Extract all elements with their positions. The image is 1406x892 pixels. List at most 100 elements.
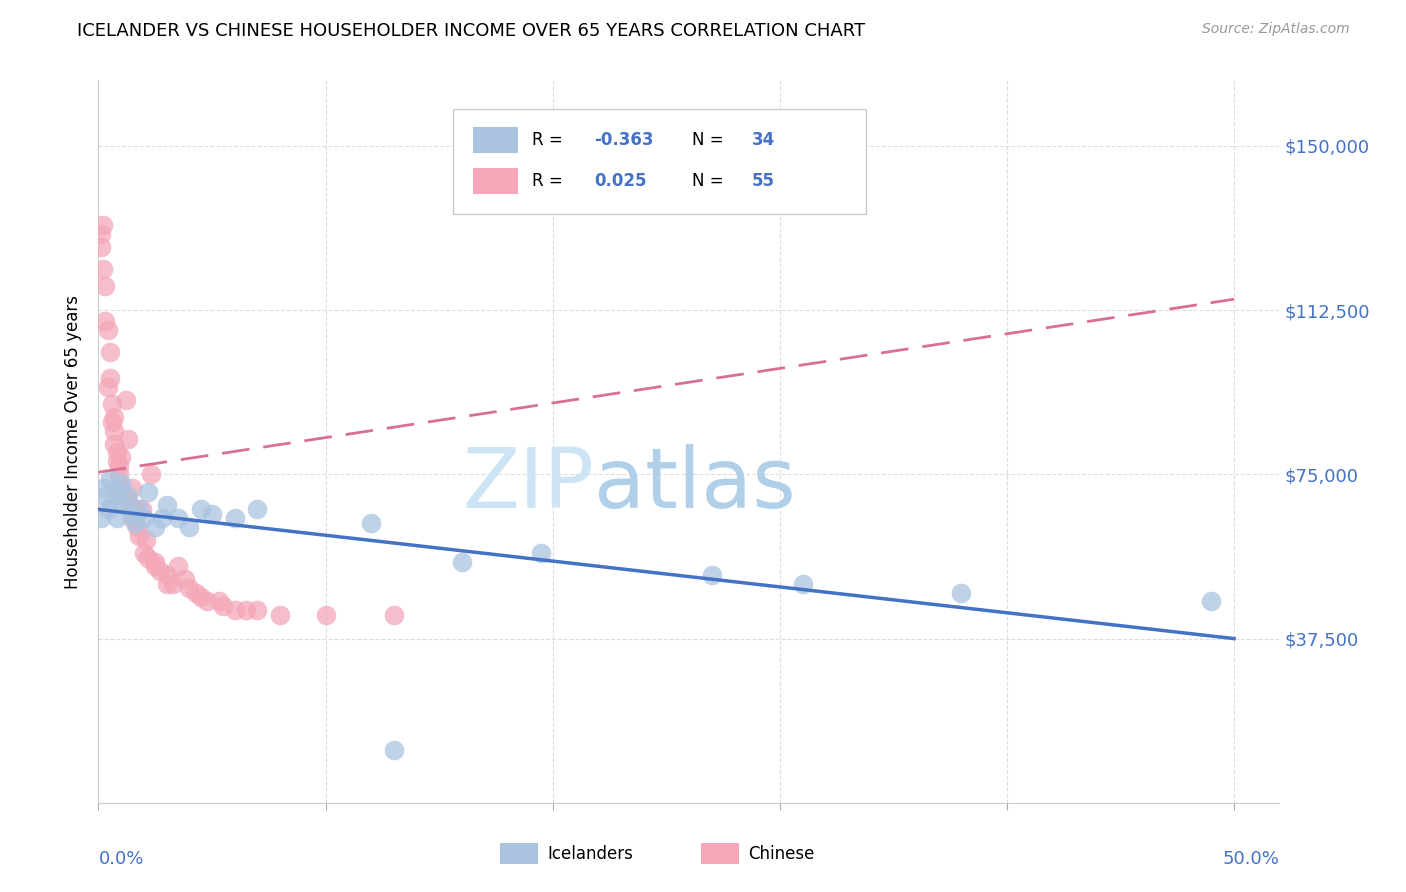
Point xyxy=(208,594,231,608)
Point xyxy=(128,529,150,543)
Point xyxy=(108,458,131,473)
Point xyxy=(224,603,246,617)
Point xyxy=(105,454,128,468)
Point xyxy=(91,218,114,232)
Point xyxy=(117,433,139,447)
Point xyxy=(382,607,405,622)
Text: atlas: atlas xyxy=(595,444,796,525)
Text: 50.0%: 50.0% xyxy=(1223,850,1279,868)
Point xyxy=(155,577,177,591)
Text: N =: N = xyxy=(693,172,730,190)
Point xyxy=(167,511,190,525)
Point xyxy=(197,594,219,608)
Point xyxy=(246,603,269,617)
Text: ZIP: ZIP xyxy=(463,444,595,525)
Point xyxy=(155,568,177,582)
Point xyxy=(132,511,155,525)
Text: 0.0%: 0.0% xyxy=(98,850,143,868)
Text: Icelanders: Icelanders xyxy=(547,845,633,863)
Point xyxy=(135,533,157,547)
Point xyxy=(108,484,131,499)
Point xyxy=(143,520,166,534)
Point xyxy=(450,555,472,569)
Point xyxy=(121,507,143,521)
Text: Source: ZipAtlas.com: Source: ZipAtlas.com xyxy=(1202,22,1350,37)
Point xyxy=(101,397,124,411)
Point xyxy=(150,511,173,525)
Point xyxy=(132,546,155,560)
Point xyxy=(117,489,139,503)
Point xyxy=(108,467,131,482)
Text: R =: R = xyxy=(531,131,568,149)
Point xyxy=(700,568,723,582)
Point xyxy=(90,511,112,525)
Point xyxy=(120,498,142,512)
Point xyxy=(950,585,973,599)
Point xyxy=(121,511,143,525)
Point xyxy=(114,392,136,407)
Point xyxy=(110,476,132,491)
Point xyxy=(179,581,201,595)
Point xyxy=(121,481,143,495)
Point xyxy=(112,498,135,512)
Point xyxy=(143,555,166,569)
Point xyxy=(98,371,121,385)
Text: Chinese: Chinese xyxy=(748,845,814,863)
Text: R =: R = xyxy=(531,172,568,190)
Point xyxy=(530,546,553,560)
Point xyxy=(235,603,257,617)
Point xyxy=(105,511,128,525)
Text: 0.025: 0.025 xyxy=(595,172,647,190)
Point xyxy=(91,481,114,495)
Point xyxy=(246,502,269,516)
Point xyxy=(155,498,177,512)
Bar xyxy=(472,169,517,194)
Point xyxy=(162,577,184,591)
Point xyxy=(90,227,112,241)
Bar xyxy=(501,843,537,864)
Text: ICELANDER VS CHINESE HOUSEHOLDER INCOME OVER 65 YEARS CORRELATION CHART: ICELANDER VS CHINESE HOUSEHOLDER INCOME … xyxy=(77,22,866,40)
Point xyxy=(1201,594,1223,608)
Point xyxy=(138,484,160,499)
Point xyxy=(173,573,195,587)
Point xyxy=(315,607,337,622)
Point xyxy=(94,279,117,293)
Point xyxy=(103,424,125,438)
Point xyxy=(101,498,124,512)
Point xyxy=(792,577,814,591)
FancyBboxPatch shape xyxy=(453,109,866,214)
Point xyxy=(190,590,212,604)
Point xyxy=(96,380,118,394)
Point xyxy=(110,450,132,464)
Point xyxy=(103,410,125,425)
Point xyxy=(98,472,121,486)
Point xyxy=(124,516,146,530)
Point xyxy=(269,607,291,622)
Text: -0.363: -0.363 xyxy=(595,131,654,149)
Point xyxy=(167,559,190,574)
Bar xyxy=(700,843,738,864)
Text: 34: 34 xyxy=(752,131,775,149)
Point xyxy=(382,743,405,757)
Point xyxy=(201,507,224,521)
Point xyxy=(103,436,125,450)
Point xyxy=(112,489,135,503)
Point xyxy=(110,481,132,495)
Point xyxy=(149,564,172,578)
Point xyxy=(131,502,153,516)
Text: N =: N = xyxy=(693,131,730,149)
Point xyxy=(360,516,382,530)
Point xyxy=(224,511,246,525)
Point xyxy=(184,585,207,599)
Y-axis label: Householder Income Over 65 years: Householder Income Over 65 years xyxy=(65,294,83,589)
Point xyxy=(139,467,162,482)
Point xyxy=(101,415,124,429)
Point xyxy=(179,520,201,534)
Point xyxy=(124,502,146,516)
Point xyxy=(91,261,114,276)
Point xyxy=(138,550,160,565)
Bar xyxy=(472,128,517,153)
Text: 55: 55 xyxy=(752,172,775,190)
Point xyxy=(143,559,166,574)
Point xyxy=(90,240,112,254)
